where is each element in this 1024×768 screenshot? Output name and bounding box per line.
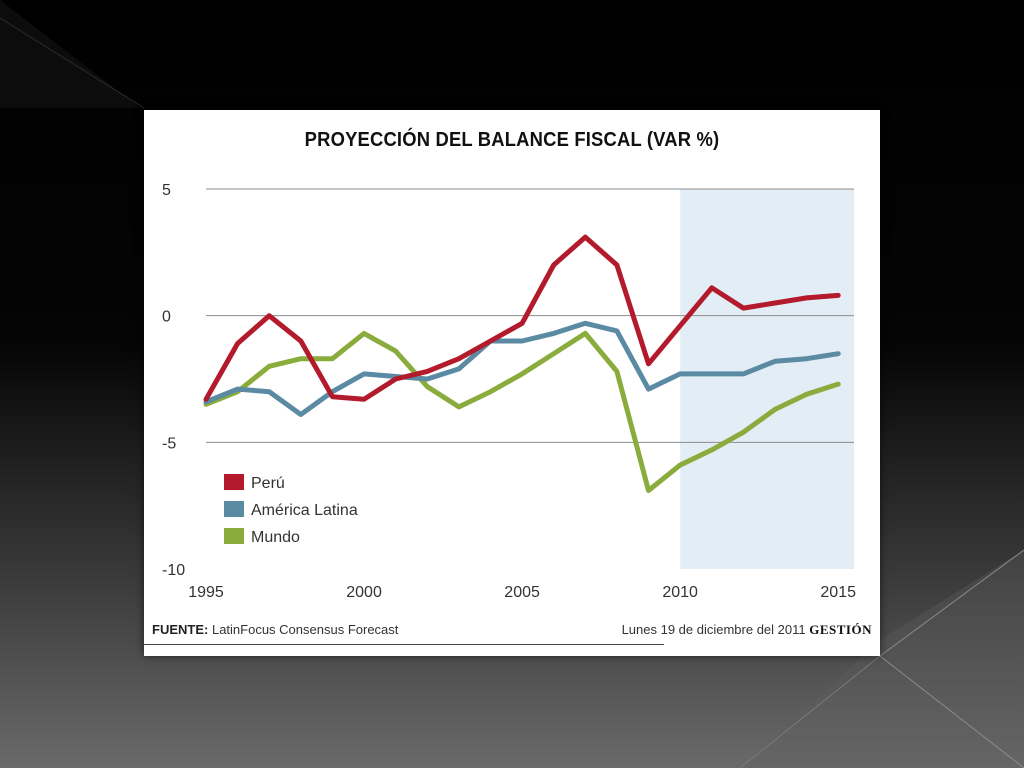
legend-swatch (224, 528, 244, 544)
bg-line-bottom-right-3 (739, 655, 881, 768)
footer-source: FUENTE: LatinFocus Consensus Forecast (152, 622, 398, 637)
series-line-am-rica-latina (203, 320, 841, 417)
legend-swatch (224, 501, 244, 517)
x-tick-label: 2005 (504, 584, 540, 601)
footer-date: Lunes 19 de diciembre del 2011 (621, 622, 806, 637)
bg-wedge-bottom-right (740, 550, 1024, 768)
series-line-per- (203, 234, 841, 402)
footer-brand: GESTIÓN (809, 622, 872, 637)
chart-title: PROYECCIÓN DEL BALANCE FISCAL (VAR %) (304, 129, 720, 151)
legend-label: Mundo (251, 529, 300, 546)
footer-credit: Lunes 19 de diciembre del 2011 GESTIÓN (622, 622, 872, 638)
x-tick-label: 2010 (662, 584, 698, 601)
chart-footer: FUENTE: LatinFocus Consensus Forecast Lu… (152, 622, 872, 642)
x-tick-label: 2015 (820, 584, 856, 601)
legend-swatch (224, 474, 244, 490)
legend-label: América Latina (251, 502, 358, 519)
footer-rule (144, 644, 664, 645)
chart-card: PROYECCIÓN DEL BALANCE FISCAL (VAR %) 5 0… (144, 110, 880, 656)
x-tick-label: 1995 (188, 584, 224, 601)
bg-line-top-left (0, 17, 145, 109)
bg-line-bottom-right-2 (879, 655, 1024, 768)
footer-source-text: LatinFocus Consensus Forecast (211, 622, 399, 637)
legend-label: Perú (251, 475, 285, 492)
x-tick-label: 2000 (346, 584, 382, 601)
forecast-region (680, 189, 854, 569)
y-tick-label: -10 (162, 562, 185, 579)
y-tick-label: 5 (162, 182, 171, 199)
footer-source-label: FUENTE: (152, 622, 209, 637)
bg-wedge-top-left (0, 0, 140, 108)
y-tick-label: 0 (162, 309, 171, 326)
bg-line-bottom-right-1 (879, 549, 1024, 657)
y-tick-label: -5 (162, 435, 176, 452)
